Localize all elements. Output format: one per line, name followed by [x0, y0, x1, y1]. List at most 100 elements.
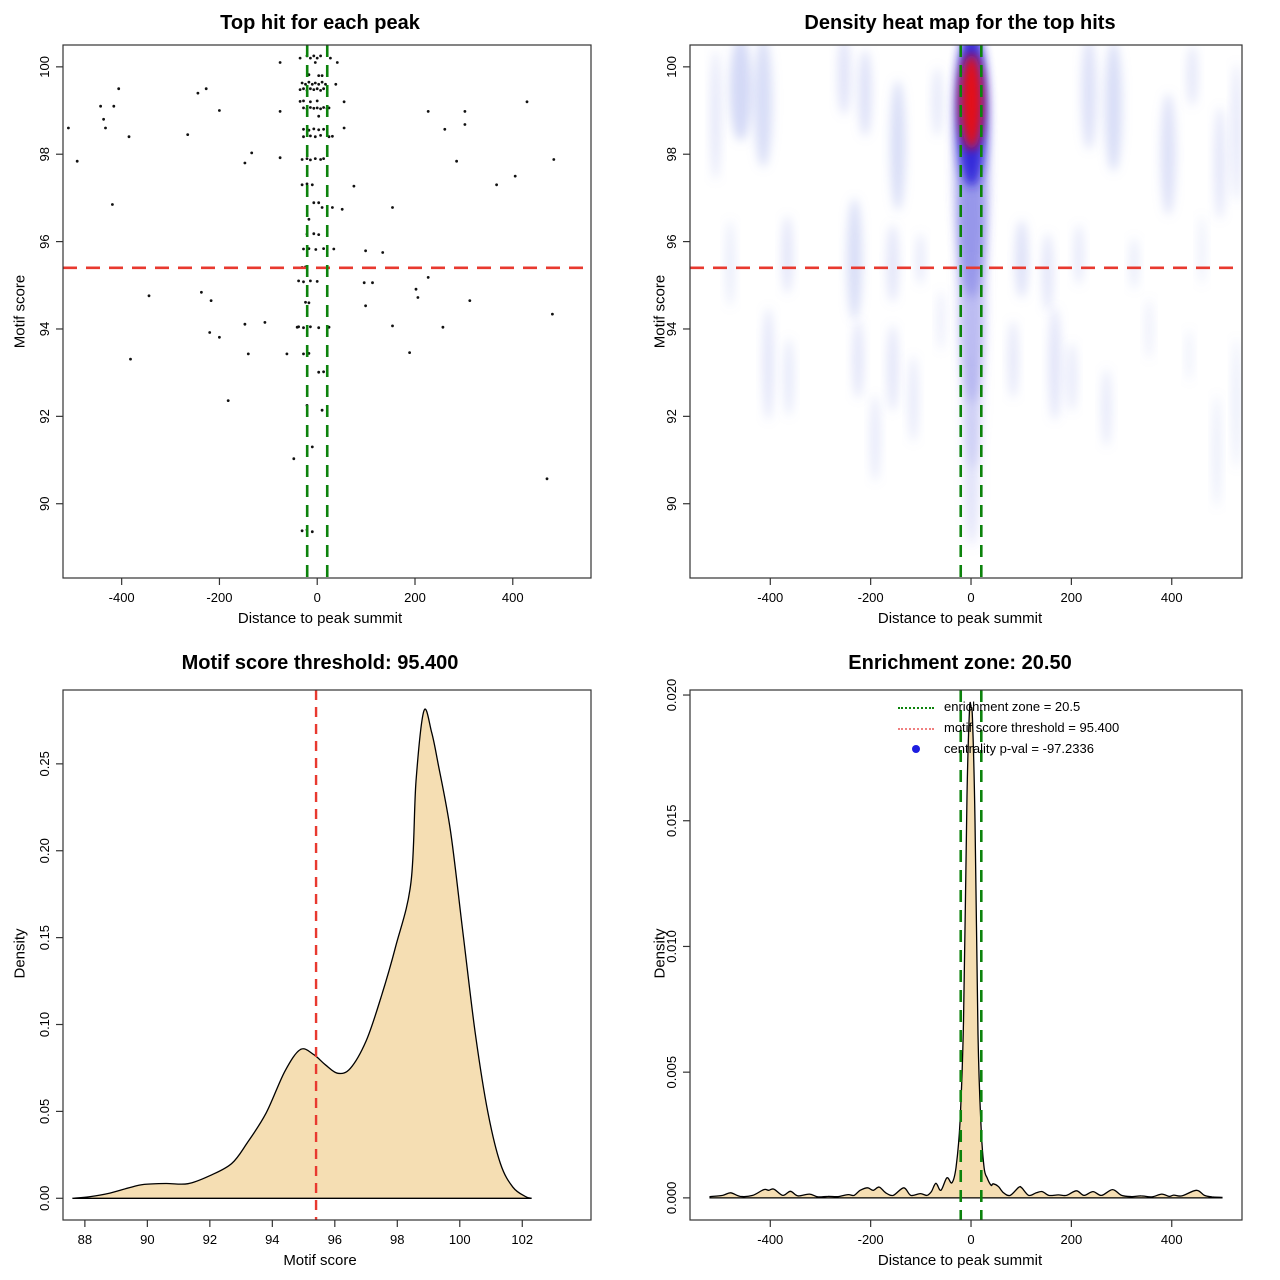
scatter-point	[300, 529, 304, 533]
scatter-point	[317, 128, 321, 132]
scatter-point	[302, 99, 305, 103]
scatter-point	[342, 126, 346, 130]
scatter-point	[322, 87, 325, 91]
heat-streak	[890, 79, 906, 212]
heat-streak	[886, 224, 899, 303]
heat-streak	[837, 45, 851, 115]
scatter-point	[310, 183, 314, 187]
scatter-point	[320, 74, 324, 77]
x-tick-label: -400	[109, 590, 135, 605]
scatter-point	[319, 134, 322, 137]
scatter-point	[307, 301, 311, 305]
top_right-plot-area	[690, 45, 1242, 578]
heat-streak	[1008, 320, 1019, 399]
legend-label: motif score threshold = 95.400	[944, 720, 1120, 735]
top_left-plot-area	[63, 45, 591, 578]
scatter-point	[297, 279, 300, 283]
scatter-point	[129, 357, 132, 361]
heat-streak	[1073, 224, 1084, 286]
y-tick-label: 90	[664, 496, 679, 510]
scatter-point	[196, 91, 200, 95]
scatter-point	[416, 296, 420, 299]
y-tick-label: 0.020	[664, 679, 679, 712]
y-tick-label: 94	[664, 322, 679, 336]
scatter-point	[304, 300, 307, 304]
heat-streak	[1231, 62, 1241, 203]
y-tick-label: 0.010	[664, 930, 679, 963]
bottom-right-density-plot: -400 -200 0 200 400 0.000 0.005 0.010 0.015 0.020	[664, 679, 1243, 1247]
scatter-point	[243, 161, 247, 165]
scatter-point	[309, 158, 312, 162]
bottom-right-title: Enrichment zone: 20.50	[848, 652, 1072, 674]
top-right-heatmap-plot: -400 -200 0 200 400 90 92 94 96 98 100	[664, 44, 1243, 605]
scatter-point	[309, 100, 312, 104]
scatter-point	[310, 82, 314, 86]
scatter-point	[312, 88, 316, 91]
green-dotted-line-icon	[898, 696, 934, 717]
scatter-point	[302, 87, 305, 91]
scatter-point	[246, 352, 250, 356]
scatter-point	[75, 159, 79, 163]
top-right-xlabel: Distance to peak summit	[877, 610, 1043, 627]
x-tick-label: 92	[203, 1232, 217, 1247]
scatter-point	[112, 104, 116, 108]
x-tick-label: 90	[140, 1232, 154, 1247]
scatter-point	[443, 127, 447, 131]
x-tick-label: -200	[858, 1232, 884, 1247]
scatter-point	[312, 201, 316, 205]
scatter-point	[312, 54, 316, 58]
scatter-point	[334, 82, 338, 86]
scatter-point	[552, 158, 556, 161]
heat-streak	[852, 320, 864, 399]
scatter-point	[298, 100, 302, 103]
scatter-point	[320, 80, 324, 84]
scatter-point	[111, 203, 114, 206]
scatter-point	[426, 276, 430, 279]
scatter-point	[307, 217, 311, 221]
plot-box	[62, 44, 592, 579]
bottom-right-xlabel: Distance to peak summit	[877, 1252, 1043, 1269]
x-tick-label: 88	[78, 1232, 92, 1247]
heat-streak	[870, 394, 881, 482]
bottom-left-title: Motif score threshold: 95.400	[181, 652, 459, 674]
scatter-point	[117, 87, 121, 91]
x-tick-label: 200	[1061, 1232, 1083, 1247]
scatter-point	[317, 201, 321, 205]
scatter-point	[426, 110, 430, 113]
scatter-point	[208, 331, 212, 334]
heat-streak	[1145, 298, 1154, 360]
density-curve	[72, 708, 532, 1199]
legend-item-centrality-pval: centrality p-val = -97.2336	[898, 738, 1119, 759]
scatter-point	[302, 135, 305, 139]
bottom-left-xlabel: Motif score	[283, 1252, 357, 1269]
heat-streak	[915, 232, 925, 286]
heat-streak	[1186, 45, 1198, 107]
y-tick-label: 0.05	[37, 1099, 52, 1124]
scatter-point	[310, 445, 314, 449]
x-tick-label: -200	[858, 590, 884, 605]
scatter-point	[322, 106, 325, 109]
heat-streak	[1212, 394, 1221, 509]
scatter-point	[352, 184, 356, 188]
scatter-point	[313, 81, 317, 85]
x-tick-label: 96	[328, 1232, 342, 1247]
scatter-point	[302, 280, 305, 284]
heat-core-blob	[963, 372, 981, 548]
heat-streak	[1197, 215, 1206, 286]
heat-streak	[887, 324, 899, 412]
scatter-point	[319, 107, 322, 111]
scatter-point	[319, 54, 322, 58]
scatter-point	[362, 281, 366, 285]
scatter-point	[104, 126, 107, 130]
heat-streak	[783, 337, 794, 417]
scatter-point	[278, 61, 282, 64]
scatter-point	[331, 134, 334, 138]
x-tick-label: -200	[206, 590, 232, 605]
scatter-point	[463, 110, 467, 113]
heat-streak	[1105, 45, 1123, 172]
scatter-point	[414, 287, 418, 291]
scatter-point	[309, 87, 312, 91]
scatter-point	[309, 56, 312, 60]
scatter-point	[309, 279, 312, 283]
